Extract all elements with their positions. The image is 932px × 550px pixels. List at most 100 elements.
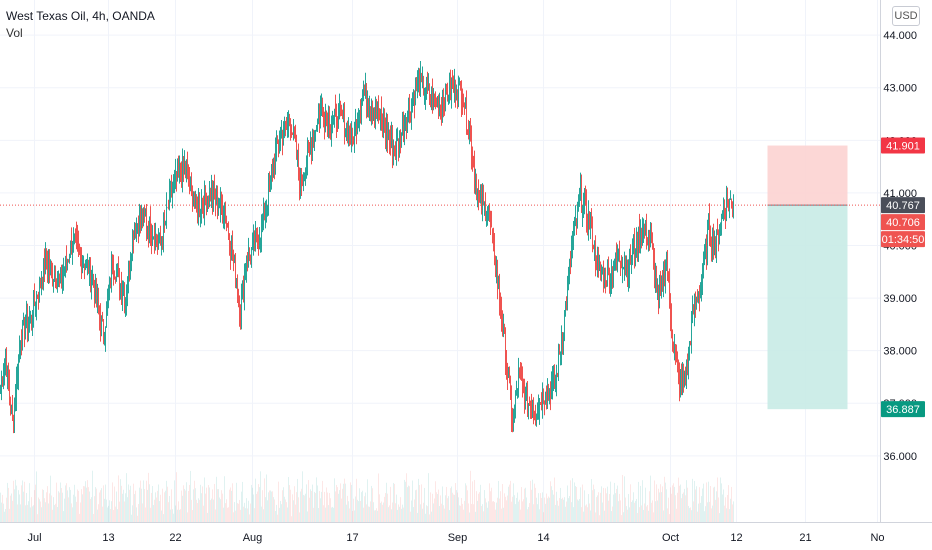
volume-bar xyxy=(598,492,599,522)
volume-bar xyxy=(360,500,361,522)
volume-bar xyxy=(456,490,457,522)
volume-bar xyxy=(571,502,572,522)
volume-bar xyxy=(311,490,312,522)
stop-loss-tag: 41.901 xyxy=(886,141,920,153)
volume-bar xyxy=(655,501,656,522)
chart-grid xyxy=(0,0,880,522)
volume-bar xyxy=(567,485,568,522)
stop-loss-zone xyxy=(767,145,848,206)
volume-bar xyxy=(18,490,19,522)
volume-bar xyxy=(524,488,525,522)
volume-bar xyxy=(315,493,316,522)
volume-bar xyxy=(319,491,320,522)
volume-bar xyxy=(451,486,452,522)
volume-bar xyxy=(358,501,359,522)
volume-bar xyxy=(664,476,665,522)
volume-bar xyxy=(457,492,458,522)
volume-bar xyxy=(662,486,663,522)
volume-bar xyxy=(328,505,329,522)
volume-bar xyxy=(351,484,352,522)
volume-bar xyxy=(371,485,372,522)
volume-bar xyxy=(72,507,73,522)
volume-bar xyxy=(198,498,199,522)
time-axis[interactable]: Jul 13 22 Aug 17 Sep 14 Oct 12 21 No xyxy=(27,532,884,544)
volume-bar xyxy=(672,485,673,522)
volume-bar xyxy=(635,500,636,522)
volume-bar xyxy=(8,487,9,522)
volume-bar xyxy=(403,507,404,522)
volume-bar xyxy=(133,483,134,522)
volume-bar xyxy=(728,485,729,522)
volume-bar xyxy=(343,483,344,522)
price-tick-label: 44.000 xyxy=(883,30,917,42)
volume-bar xyxy=(235,510,236,522)
volume-bar xyxy=(108,505,109,522)
volume-bar xyxy=(724,505,725,522)
volume-bar xyxy=(2,494,3,522)
volume-bar xyxy=(269,490,270,522)
volume-bar xyxy=(146,480,147,522)
volume-bar xyxy=(413,507,414,522)
volume-bar xyxy=(616,488,617,522)
volume-bar xyxy=(0,492,1,522)
volume-bar xyxy=(491,487,492,522)
volume-bar xyxy=(376,508,377,522)
volume-bar xyxy=(316,477,317,522)
volume-bar xyxy=(429,514,430,522)
volume-bar xyxy=(141,488,142,522)
volume-bar xyxy=(302,471,303,522)
volume-bar xyxy=(362,490,363,522)
volume-bar xyxy=(430,492,431,522)
volume-bar xyxy=(139,487,140,522)
volume-bar xyxy=(503,507,504,522)
volume-bar xyxy=(30,507,31,522)
volume-bar xyxy=(284,496,285,522)
volume-bar xyxy=(270,490,271,522)
volume-bar xyxy=(292,494,293,522)
volume-bar xyxy=(154,499,155,522)
volume-bar xyxy=(239,499,240,522)
volume-bar xyxy=(564,497,565,522)
volume-bar xyxy=(439,506,440,522)
volume-bar xyxy=(307,511,308,522)
volume-bar xyxy=(641,505,642,522)
volume-bar xyxy=(693,501,694,522)
volume-bar xyxy=(443,505,444,522)
volume-bar xyxy=(164,492,165,522)
volume-bar xyxy=(183,485,184,522)
volume-bar xyxy=(83,486,84,522)
volume-bar xyxy=(407,487,408,522)
volume-bar xyxy=(599,515,600,522)
volume-bar xyxy=(126,473,127,522)
volume-bar xyxy=(484,490,485,522)
volume-bar xyxy=(438,489,439,522)
volume-bar xyxy=(720,477,721,522)
volume-bar xyxy=(628,493,629,522)
volume-bar xyxy=(703,483,704,522)
volume-bar xyxy=(525,487,526,522)
volume-bar xyxy=(163,514,164,522)
time-tick-label: Sep xyxy=(448,532,468,544)
volume-bar xyxy=(247,508,248,522)
volume-bar xyxy=(705,506,706,522)
volume-bar xyxy=(606,493,607,522)
volume-bar xyxy=(543,512,544,522)
volume-bar xyxy=(86,487,87,522)
currency-badge[interactable]: USD xyxy=(892,6,920,26)
short-position-tool[interactable] xyxy=(767,145,848,410)
volume-bar xyxy=(508,486,509,522)
volume-bar xyxy=(23,491,24,522)
volume-bar xyxy=(300,491,301,522)
volume-bar xyxy=(373,502,374,522)
volume-bar xyxy=(613,494,614,522)
volume-indicator-label[interactable]: Vol xyxy=(6,26,23,40)
volume-bar xyxy=(240,509,241,522)
volume-bar xyxy=(481,505,482,522)
volume-bar xyxy=(347,495,348,522)
symbol-title[interactable]: West Texas Oil, 4h, OANDA xyxy=(6,9,155,23)
volume-bar xyxy=(95,487,96,522)
volume-bar xyxy=(477,500,478,522)
volume-bar xyxy=(115,506,116,522)
volume-bar xyxy=(668,497,669,522)
